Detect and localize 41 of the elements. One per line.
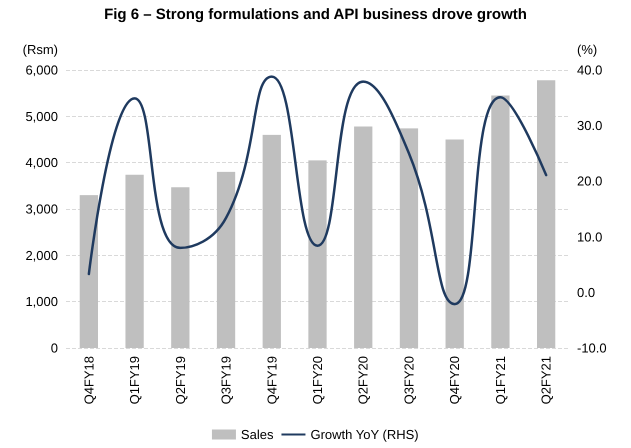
- bar: [125, 174, 144, 348]
- x-tick-label: Q2FY21: [538, 356, 554, 404]
- x-tick-label: Q2FY19: [172, 356, 188, 404]
- x-tick-label: Q4FY18: [81, 356, 96, 404]
- x-tick-label: Q1FY21: [492, 356, 508, 404]
- x-tick-label: Q3FY19: [218, 356, 234, 404]
- line-series: [88, 75, 548, 306]
- y-tick-label: 5,000: [25, 108, 58, 124]
- bar: [308, 160, 327, 348]
- y2-axis-title: (%): [577, 42, 598, 57]
- y2-tick-label: 0.0: [577, 284, 596, 300]
- x-tick-label: Q4FY19: [264, 356, 280, 404]
- y-axis-title: (Rsm): [22, 42, 58, 57]
- y-tick-label: 3,000: [25, 202, 58, 216]
- y-tick-label: 0: [50, 340, 58, 356]
- legend-label: Growth YoY (RHS): [310, 427, 419, 442]
- x-tick-label: Q1FY20: [310, 356, 325, 404]
- bar: [400, 128, 418, 348]
- bar: [216, 172, 236, 348]
- y2-tick-label: 40.0: [577, 62, 602, 78]
- legend-label: Sales: [240, 427, 274, 442]
- bar: [262, 134, 281, 348]
- y2-tick-label: -10.0: [577, 340, 607, 356]
- bar: [171, 187, 190, 348]
- y-tick-label: 6,000: [25, 62, 58, 78]
- bar: [446, 140, 464, 348]
- bar: [354, 126, 372, 348]
- y-tick-label: 4,000: [25, 155, 58, 170]
- bar: [491, 95, 510, 348]
- y2-tick-label: 10.0: [577, 229, 602, 244]
- x-tick-label: Q2FY20: [356, 356, 371, 404]
- bar: [536, 80, 556, 348]
- chart-title: Fig 6 – Strong formulations and API business drove growth: [104, 6, 527, 23]
- x-tick-label: Q3FY20: [401, 356, 416, 404]
- y-tick-label: 1,000: [25, 294, 58, 310]
- y2-tick-label: 30.0: [577, 118, 602, 134]
- x-tick-label: Q4FY20: [447, 356, 462, 404]
- y-tick-label: 2,000: [25, 248, 58, 263]
- y2-tick-label: 20.0: [577, 174, 602, 189]
- x-tick-label: Q1FY19: [127, 356, 142, 404]
- bar: [80, 195, 98, 348]
